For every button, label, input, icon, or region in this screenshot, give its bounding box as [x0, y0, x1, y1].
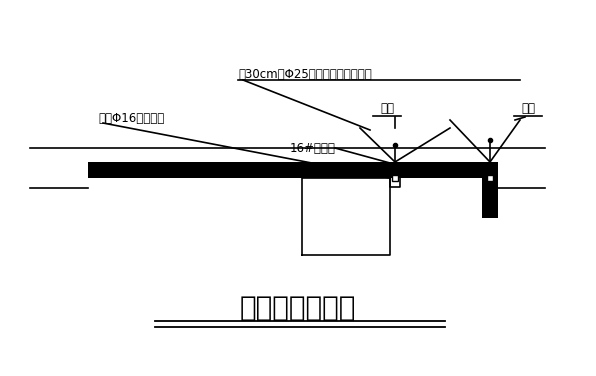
Text: 16#工字钢: 16#工字钢 — [290, 141, 336, 155]
Text: 立杆: 立杆 — [521, 102, 535, 115]
Text: 将30cm长Φ25钢筋焊接在工字钢上: 将30cm长Φ25钢筋焊接在工字钢上 — [238, 68, 372, 82]
Bar — [88, 162, 490, 178]
Text: 预埋Φ16钢筋卡环: 预埋Φ16钢筋卡环 — [98, 112, 164, 124]
Text: 立杆: 立杆 — [380, 102, 394, 115]
Bar — [482, 162, 498, 218]
Text: 节点布置示意图: 节点布置示意图 — [240, 294, 356, 322]
